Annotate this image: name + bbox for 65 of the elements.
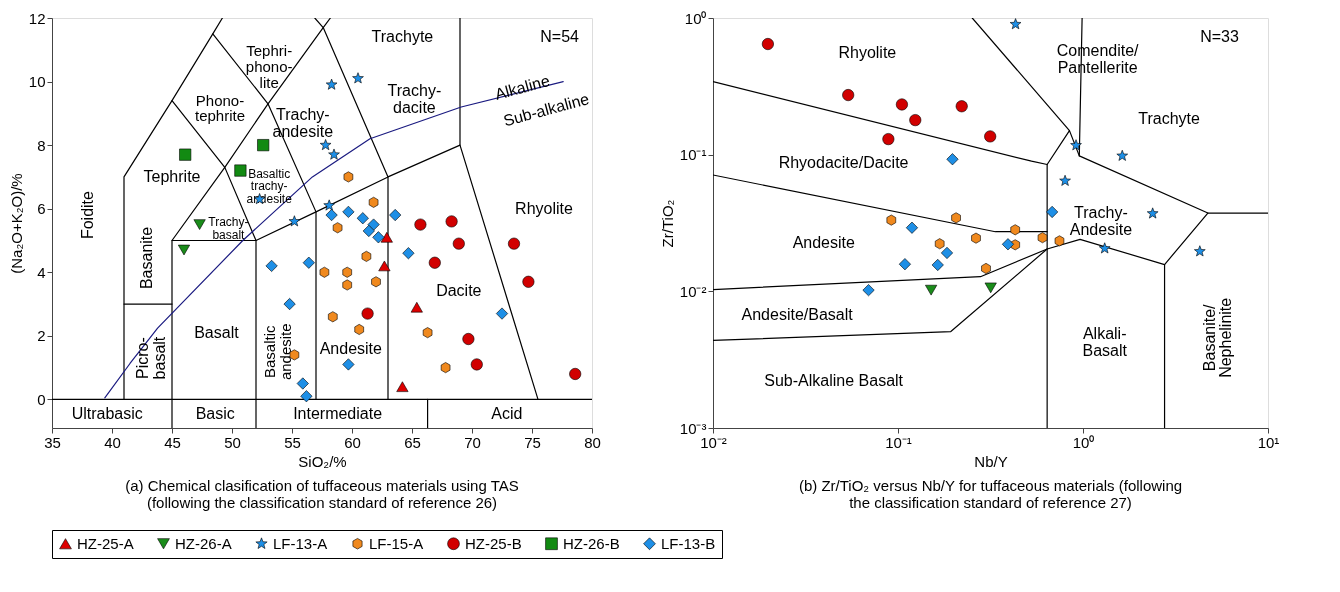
y-tick-label: 6 (37, 200, 46, 218)
annotation: Tephrite (143, 167, 201, 185)
annotation: Rhyolite (838, 44, 897, 62)
annotation: Basanite (137, 226, 155, 290)
y-tick-label: 12 (28, 9, 46, 27)
y-tick-label: 10⁻¹ (679, 146, 707, 164)
text: (a) Chemical clasification of tuffaceous materials using TAS (following the classification standard of reference 26) (125, 477, 519, 511)
legend-label: LF-13-B (661, 534, 716, 552)
annotation: Andesite (319, 339, 383, 357)
x-tick-label: 55 (284, 433, 301, 451)
y-tick-label: 4 (37, 263, 46, 281)
x-tick-label: 65 (404, 433, 421, 451)
x-tick-label: 10¹ (1257, 433, 1280, 451)
annotation: Andesite (792, 233, 856, 251)
x-tick-label: 50 (224, 433, 241, 451)
annotation: N=54 (540, 28, 580, 46)
annotation: Intermediate (293, 404, 383, 422)
annotation: Andesite/Basalt (741, 306, 854, 324)
y-tick-label: 10⁰ (684, 9, 707, 27)
annotation: Trachyte (371, 28, 434, 46)
y-axis-title: Zr/TiO₂ (658, 199, 676, 248)
legend-label: HZ-25-A (77, 534, 134, 552)
x-tick-label: 60 (344, 433, 361, 451)
x-axis-title: Nb/Y (974, 452, 1008, 470)
legend-label: HZ-26-A (175, 534, 232, 552)
annotation: Basalt (194, 323, 240, 341)
x-tick-label: 75 (524, 433, 541, 451)
annotation: Rhyolite (515, 199, 573, 217)
text: (b) Zr/TiO₂ versus Nb/Y for tuffaceous materials (following the classification standard of reference 27) (798, 477, 1183, 511)
annotation: Foidite (79, 190, 96, 240)
annotation: Tephri- phono- lite (245, 42, 293, 91)
annotation: Ultrabasic (71, 404, 143, 422)
x-tick-label: 45 (164, 433, 181, 451)
legend-label: HZ-25-B (465, 534, 522, 552)
annotation: Trachyte (1138, 110, 1201, 128)
y-tick-label: 0 (37, 390, 46, 408)
annotation: Acid (491, 404, 523, 422)
annotation: Picro- basalt (134, 336, 168, 380)
legend-label: HZ-26-B (563, 534, 620, 552)
x-tick-label: 10⁻¹ (885, 433, 912, 451)
annotation: Basaltic andesite (261, 323, 295, 381)
y-axis-title: (Na₂O+K₂O)/% (7, 173, 25, 274)
legend-label: LF-15-A (369, 534, 424, 552)
legend-label: LF-13-A (273, 534, 328, 552)
x-tick-label: 10⁰ (1072, 433, 1095, 451)
y-tick-label: 10⁻² (679, 282, 707, 300)
x-axis-title: SiO₂/% (298, 452, 347, 470)
annotation: Sub-Alkaline Basalt (764, 372, 904, 390)
annotation: Trachy- dacite (387, 82, 442, 116)
x-tick-label: 35 (44, 433, 61, 451)
x-tick-label: 40 (104, 433, 121, 451)
annotation: Trachy- basalt (208, 215, 249, 242)
annotation: Basanite/ Nephelinite (1200, 297, 1235, 378)
x-tick-label: 80 (584, 433, 601, 451)
y-tick-label: 2 (37, 327, 46, 345)
annotation: Trachy- Andesite (1069, 204, 1133, 238)
annotation: Basic (195, 404, 235, 422)
annotation: Dacite (436, 282, 482, 300)
y-tick-label: 8 (37, 136, 46, 154)
annotation: Rhyodacite/Dacite (778, 153, 909, 171)
annotation: N=33 (1200, 28, 1239, 46)
annotation: Alkali- Basalt (1082, 324, 1128, 359)
x-tick-label: 70 (464, 433, 481, 451)
y-tick-label: 10 (28, 73, 46, 91)
annotation: Phono- tephrite (194, 91, 246, 125)
